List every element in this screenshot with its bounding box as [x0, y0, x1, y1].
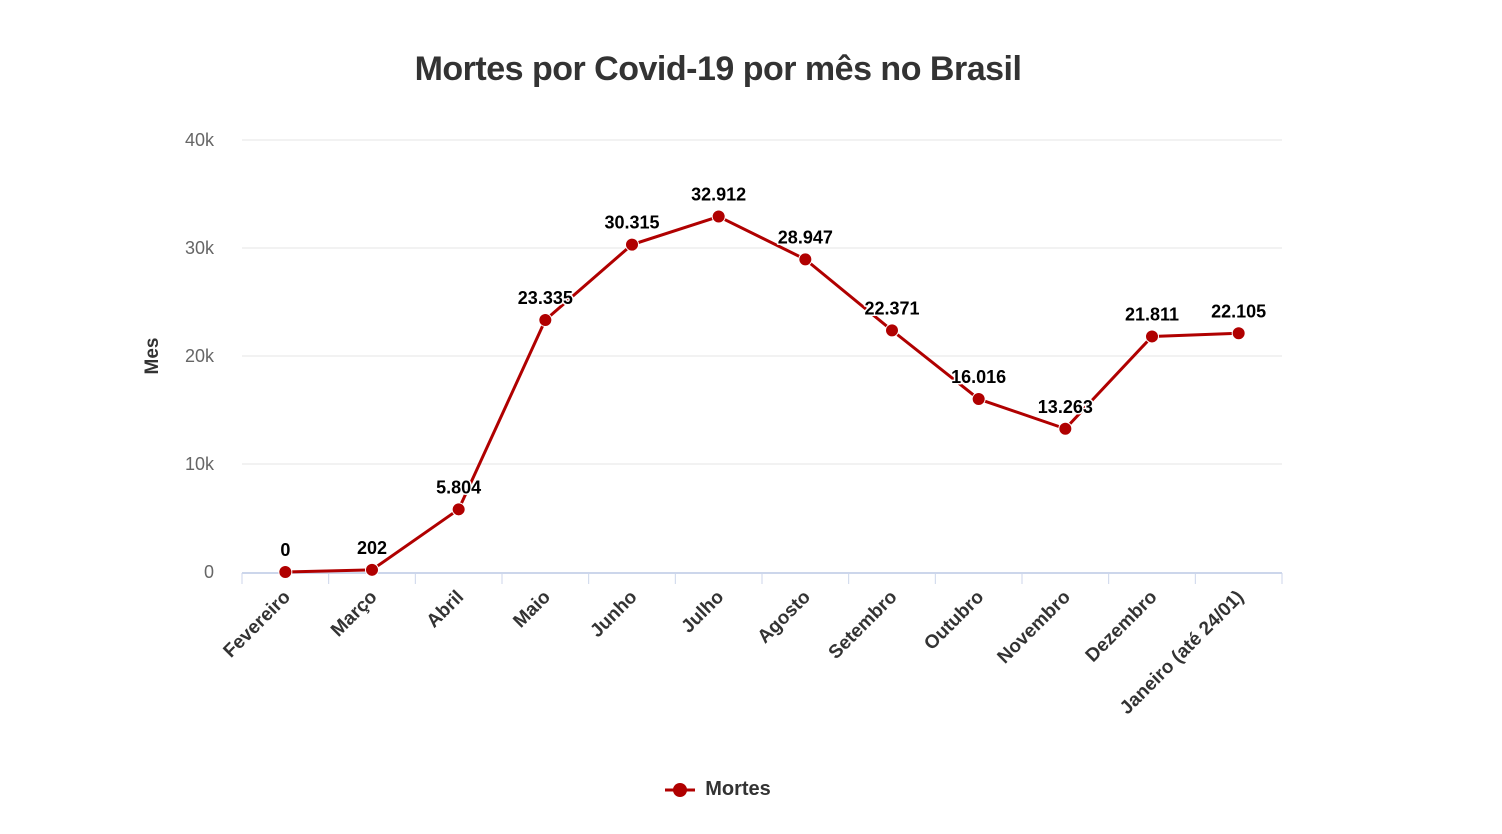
data-point[interactable]: [1145, 329, 1159, 344]
legend-label: Mortes: [705, 778, 771, 800]
x-tick-label: Setembro: [825, 587, 902, 664]
data-label: 32.912: [691, 185, 746, 205]
data-label: 28.947: [778, 227, 833, 247]
x-tick-label: Agosto: [754, 587, 815, 648]
x-tick-label: Abril: [423, 587, 468, 632]
x-tick-label: Outubro: [920, 587, 988, 655]
data-label: 30.315: [604, 213, 659, 233]
y-axis-title: Mes: [142, 338, 163, 375]
x-tick-label: Junho: [586, 587, 641, 642]
y-tick-label: 40k: [185, 130, 215, 150]
data-point[interactable]: [538, 312, 553, 327]
x-tick-label: Julho: [678, 587, 729, 638]
legend: Mortes: [0, 778, 1436, 803]
data-point[interactable]: [278, 565, 293, 579]
data-label: 22.371: [864, 298, 919, 318]
y-tick-label: 10k: [185, 454, 215, 474]
data-label: 23.335: [518, 288, 573, 308]
x-tick-label: Dezembro: [1082, 587, 1162, 667]
data-point[interactable]: [1231, 326, 1246, 341]
x-tick-label: Novembro: [994, 587, 1075, 668]
data-label: 0: [280, 540, 290, 560]
y-tick-label: 20k: [185, 346, 215, 366]
data-point[interactable]: [971, 392, 986, 407]
y-tick-label: 0: [204, 562, 214, 582]
data-point[interactable]: [798, 252, 813, 267]
data-label: 13.263: [1038, 397, 1093, 417]
data-label: 16.016: [951, 367, 1006, 387]
legend-item-mortes[interactable]: Mortes: [665, 778, 771, 801]
x-tick-label: Março: [327, 587, 381, 641]
series-line-mortes: [285, 215, 1239, 574]
data-point[interactable]: [451, 502, 466, 517]
data-point[interactable]: [365, 562, 379, 577]
chart-title: Mortes por Covid-19 por mês no Brasil: [414, 50, 1022, 88]
data-point[interactable]: [711, 209, 726, 224]
data-point[interactable]: [1058, 421, 1073, 436]
data-point[interactable]: [625, 237, 639, 252]
y-tick-label: 30k: [185, 238, 215, 258]
data-label: 22.105: [1211, 301, 1266, 321]
x-tick-label: Maio: [509, 587, 554, 632]
x-tick-label: Fevereiro: [220, 587, 295, 662]
data-label: 5.804: [436, 477, 481, 497]
data-label: 202: [357, 538, 387, 558]
data-label: 21.811: [1125, 304, 1179, 324]
data-point[interactable]: [885, 323, 899, 338]
legend-marker-icon: [665, 782, 696, 797]
